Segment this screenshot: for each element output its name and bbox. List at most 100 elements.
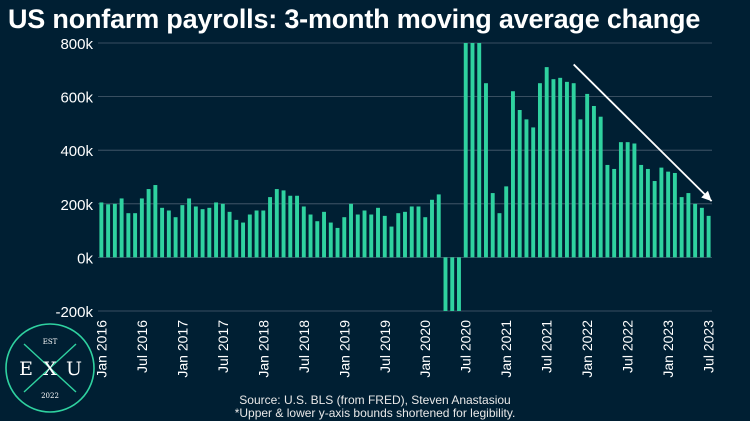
bar	[119, 198, 124, 258]
x-tick-label: Jan 2016	[93, 320, 109, 378]
bar	[672, 172, 677, 258]
x-axis-tick-labels: Jan 2016 Jul 2016 Jan 2017 Jul 2017 Jan 2018…	[93, 320, 716, 378]
exu-logo: EST E X U 2022	[5, 323, 95, 413]
trend-arrow-head	[701, 190, 712, 202]
bar	[686, 193, 691, 258]
bar	[322, 211, 326, 258]
bar	[497, 213, 502, 258]
bar	[241, 222, 246, 258]
y-tick-label: 200k	[60, 197, 93, 214]
bar	[247, 214, 252, 258]
bar	[477, 43, 482, 258]
y-tick-label: 800k	[60, 36, 93, 53]
x-tick-label: Jul 2017	[215, 320, 231, 373]
bar	[362, 210, 367, 258]
bar	[484, 83, 488, 258]
bar	[463, 43, 468, 258]
bar	[376, 207, 380, 258]
bar	[666, 171, 671, 258]
x-tick-label: Jul 2019	[377, 320, 393, 373]
bar	[706, 215, 711, 258]
y-tick-label: 0k	[77, 250, 93, 267]
y-tick-label: -200k	[55, 304, 93, 321]
x-tick-label: Jul 2021	[539, 320, 555, 373]
bar-series	[99, 43, 711, 311]
bar	[187, 198, 192, 258]
bar	[409, 206, 414, 258]
bar	[578, 119, 583, 258]
bar	[173, 217, 178, 258]
y-tick-label: 600k	[60, 90, 93, 107]
bar	[369, 214, 374, 258]
bar	[227, 211, 232, 258]
logo-letter-e: E	[19, 358, 33, 380]
bar	[585, 93, 590, 258]
bar	[261, 210, 266, 258]
x-tick-label: Jul 2023	[701, 320, 717, 373]
bar	[598, 116, 603, 258]
bar	[396, 213, 401, 258]
bar	[133, 213, 138, 258]
bar	[342, 217, 347, 258]
bar	[591, 105, 596, 258]
bar	[450, 257, 455, 311]
x-tick-label: Jan 2023	[660, 320, 676, 378]
bar	[416, 206, 421, 258]
bar	[126, 213, 131, 258]
bar	[301, 206, 306, 258]
bar	[382, 215, 387, 258]
bar	[517, 110, 522, 258]
x-tick-label: Jan 2019	[336, 320, 352, 378]
bar	[564, 81, 569, 258]
bar	[625, 142, 630, 258]
bar	[537, 83, 542, 258]
bar	[112, 203, 117, 258]
bar	[618, 142, 623, 258]
y-tick-label: 400k	[60, 143, 93, 160]
x-tick-label: Jul 2022	[620, 320, 636, 373]
bar	[436, 194, 441, 258]
logo-letter-x: X	[43, 358, 57, 380]
bar	[180, 205, 185, 258]
bar	[544, 67, 549, 258]
logo-letter-u: U	[66, 358, 82, 380]
bar	[659, 167, 664, 258]
x-tick-label: Jan 2017	[174, 320, 190, 378]
bar	[160, 207, 165, 258]
bar	[106, 204, 111, 258]
bar	[639, 164, 644, 258]
bar	[652, 181, 657, 258]
bar	[443, 257, 448, 311]
x-tick-label: Jul 2018	[296, 320, 312, 373]
bar	[234, 219, 239, 258]
bar	[220, 203, 225, 258]
y-axis-tick-labels: -200k 0k 200k 400k 600k 800k	[55, 36, 93, 321]
bar	[146, 189, 151, 258]
x-tick-label: Jan 2020	[417, 320, 433, 378]
bar	[551, 79, 556, 258]
bar	[308, 214, 313, 258]
trend-arrow	[573, 63, 713, 202]
bar	[166, 210, 171, 258]
bar	[295, 195, 300, 258]
bar	[423, 217, 428, 258]
chart-title: US nonfarm payrolls: 3-month moving aver…	[8, 4, 701, 34]
bar	[699, 207, 704, 258]
bar	[524, 119, 529, 258]
bar	[605, 164, 610, 258]
x-tick-label: Jul 2020	[458, 320, 474, 373]
logo-bottom-text: 2022	[41, 392, 59, 400]
bar	[457, 257, 461, 311]
bar	[315, 221, 320, 258]
bar	[558, 77, 563, 258]
bar	[632, 143, 637, 258]
bar	[214, 202, 219, 258]
bar	[335, 227, 340, 258]
bar	[612, 168, 617, 258]
bar	[281, 190, 286, 258]
bar	[288, 195, 293, 258]
bar	[274, 189, 279, 258]
axis-bounds-note: *Upper & lower y-axis bounds shortened f…	[234, 406, 516, 420]
bar	[504, 186, 509, 258]
